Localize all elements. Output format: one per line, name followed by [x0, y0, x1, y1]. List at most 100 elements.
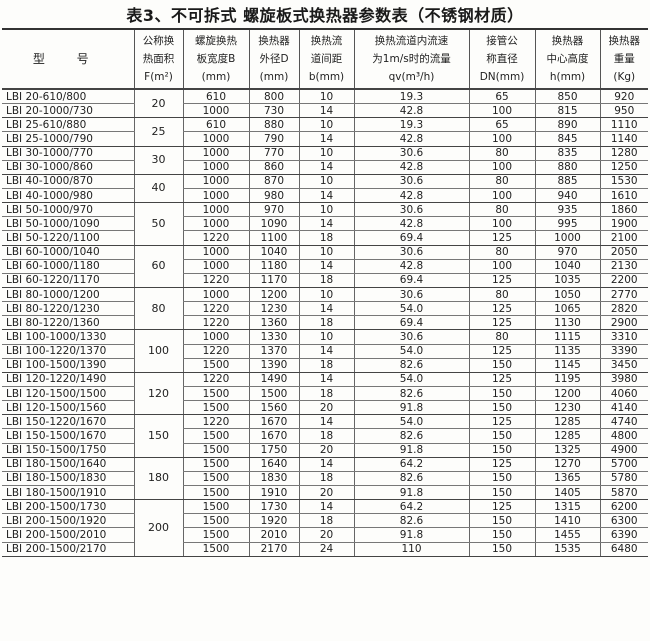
cell-center-height: 1035	[534, 273, 600, 288]
cell-nozzle-diameter: 80	[468, 329, 535, 345]
cell-nozzle-diameter: 65	[468, 117, 535, 133]
cell-flow-rate: 54.0	[353, 372, 469, 387]
table-row: LBI 180-1500/1640 180 1500 1640 14 64.2 125 127…	[2, 457, 648, 501]
cell-plate-width: 610	[182, 117, 249, 133]
cell-flow-rate: 19.3	[353, 117, 469, 133]
table-row: LBI 200-1500/2010 1500 2010 20 91.8 150 1455 63…	[2, 527, 648, 543]
cell-weight: 4060	[599, 386, 648, 402]
cell-weight: 4900	[599, 443, 648, 458]
cell-center-height: 1200	[534, 386, 600, 402]
cell-weight: 2130	[599, 259, 648, 274]
cell-nozzle-diameter: 125	[468, 230, 535, 246]
cell-nozzle-diameter: 150	[468, 485, 535, 501]
cell-plate-width: 1000	[182, 259, 249, 274]
table-row: LBI 200-1500/1920 1500 1920 18 82.6 150 1410 63…	[2, 513, 648, 529]
cell-channel-spacing: 18	[298, 273, 354, 288]
cell-plate-width: 1000	[182, 174, 249, 189]
cell-flow-rate: 82.6	[353, 513, 469, 529]
cell-plate-width: 1000	[182, 287, 249, 303]
cell-outer-diameter: 1200	[248, 287, 299, 303]
cell-channel-spacing: 18	[298, 513, 354, 529]
cell-model: LBI 200-1500/1730	[2, 499, 134, 515]
cell-channel-spacing: 14	[298, 414, 354, 430]
table-row: LBI 100-1220/1370 1220 1370 14 54.0 125 1135 33…	[2, 344, 648, 359]
cell-nozzle-diameter: 150	[468, 513, 535, 529]
cell-outer-diameter: 1180	[248, 259, 299, 274]
cell-model: LBI 40-1000/870	[2, 174, 134, 189]
cell-weight: 1250	[599, 160, 648, 175]
cell-center-height: 1285	[534, 414, 600, 430]
cell-model: LBI 180-1500/1830	[2, 471, 134, 486]
cell-center-height: 880	[534, 160, 600, 175]
header-outer-diameter: 换热器 外径D (mm)	[248, 28, 299, 90]
cell-channel-spacing: 10	[298, 245, 354, 260]
cell-channel-spacing: 14	[298, 131, 354, 147]
cell-channel-spacing: 10	[298, 146, 354, 161]
cell-plate-width: 1500	[182, 358, 249, 373]
cell-channel-spacing: 18	[298, 386, 354, 402]
cell-flow-rate: 19.3	[353, 89, 469, 105]
header-line: 换热流道内流速	[374, 35, 449, 47]
cell-weight: 2100	[599, 230, 648, 246]
cell-outer-diameter: 1750	[248, 443, 299, 458]
cell-plate-width: 1000	[182, 160, 249, 175]
cell-model: LBI 150-1220/1670	[2, 414, 134, 430]
cell-outer-diameter: 1910	[248, 485, 299, 501]
cell-plate-width: 1500	[182, 386, 249, 402]
cell-area: 80	[133, 287, 183, 331]
cell-flow-rate: 42.8	[353, 259, 469, 274]
cell-plate-width: 1220	[182, 301, 249, 317]
cell-weight: 6480	[599, 542, 648, 557]
cell-model: LBI 80-1220/1360	[2, 315, 134, 331]
cell-channel-spacing: 20	[298, 400, 354, 416]
cell-weight: 1140	[599, 131, 648, 147]
cell-weight: 950	[599, 103, 648, 119]
cell-flow-rate: 91.8	[353, 527, 469, 543]
cell-flow-rate: 69.4	[353, 230, 469, 246]
cell-channel-spacing: 20	[298, 485, 354, 501]
cell-weight: 1110	[599, 117, 648, 133]
cell-flow-rate: 69.4	[353, 315, 469, 331]
cell-area: 100	[133, 329, 183, 373]
cell-weight: 4140	[599, 400, 648, 416]
cell-nozzle-diameter: 125	[468, 372, 535, 387]
cell-flow-rate: 30.6	[353, 174, 469, 189]
cell-center-height: 1000	[534, 230, 600, 246]
cell-channel-spacing: 10	[298, 174, 354, 189]
cell-area: 60	[133, 245, 183, 288]
cell-model: LBI 150-1500/1670	[2, 428, 134, 444]
cell-model: LBI 50-1000/970	[2, 202, 134, 218]
cell-nozzle-diameter: 125	[468, 499, 535, 515]
cell-center-height: 940	[534, 188, 600, 204]
cell-flow-rate: 42.8	[353, 160, 469, 175]
cell-outer-diameter: 1670	[248, 428, 299, 444]
header-line: 螺旋换热	[195, 35, 237, 47]
cell-flow-rate: 42.8	[353, 188, 469, 204]
cell-flow-rate: 64.2	[353, 457, 469, 472]
cell-center-height: 1325	[534, 443, 600, 458]
cell-channel-spacing: 18	[298, 428, 354, 444]
cell-center-height: 850	[534, 89, 600, 105]
cell-outer-diameter: 1370	[248, 344, 299, 359]
cell-flow-rate: 64.2	[353, 499, 469, 515]
cell-channel-spacing: 10	[298, 287, 354, 303]
table-row: LBI 20-610/800 20 610 800 10 19.3 65 850 920	[2, 89, 648, 119]
cell-model: LBI 20-1000/730	[2, 103, 134, 119]
cell-outer-diameter: 770	[248, 146, 299, 161]
cell-nozzle-diameter: 100	[468, 259, 535, 274]
cell-center-height: 815	[534, 103, 600, 119]
cell-weight: 3450	[599, 358, 648, 373]
cell-channel-spacing: 14	[298, 372, 354, 387]
cell-outer-diameter: 980	[248, 188, 299, 204]
cell-flow-rate: 54.0	[353, 414, 469, 430]
header-nozzle-diameter: 接管公 称直径 DN(mm)	[468, 28, 535, 90]
cell-center-height: 995	[534, 216, 600, 232]
cell-area: 25	[133, 117, 183, 147]
header-line: 称直径	[486, 53, 518, 65]
cell-outer-diameter: 730	[248, 103, 299, 119]
cell-plate-width: 1500	[182, 400, 249, 416]
header-line: (mm)	[259, 71, 289, 83]
cell-center-height: 935	[534, 202, 600, 218]
cell-nozzle-diameter: 150	[468, 471, 535, 486]
cell-model: LBI 20-610/800	[2, 89, 134, 105]
